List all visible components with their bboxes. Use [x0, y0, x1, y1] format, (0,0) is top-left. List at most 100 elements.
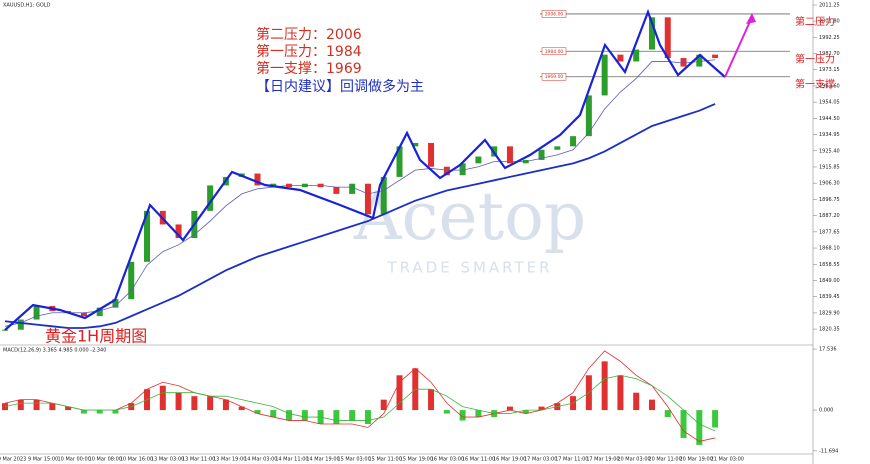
- histogram-bar: [617, 375, 624, 411]
- candle: [570, 136, 577, 147]
- y-tick-label: 1906.30: [819, 181, 840, 187]
- histogram-bar: [49, 403, 56, 411]
- annotation: 第一支撑：1969: [256, 60, 362, 77]
- candle: [443, 166, 450, 176]
- candle: [33, 305, 40, 320]
- x-tick-label: 15 Mar 03:00: [337, 457, 370, 463]
- candle: [2, 329, 8, 331]
- y-tick-label: 1887.20: [819, 213, 840, 219]
- candle: [633, 49, 640, 62]
- level-label: 第一压力: [795, 52, 835, 65]
- watermark: Acetop TRADE SMARTER: [353, 178, 586, 277]
- candle: [396, 146, 403, 177]
- candle: [554, 146, 561, 150]
- y-tick-label: 1820.35: [819, 327, 840, 333]
- level-label: 第一支撑: [795, 78, 835, 91]
- histogram-bar: [459, 410, 466, 421]
- y-tick-label: 1944.50: [819, 116, 840, 122]
- histogram-bar: [364, 410, 371, 425]
- x-tick-label: 17 Mar 19:00: [586, 457, 619, 463]
- candle: [601, 54, 608, 96]
- indicator-line: [4, 350, 716, 442]
- histogram-bar: [696, 410, 703, 445]
- moving-average: [4, 103, 716, 329]
- y-tick-label: 1896.75: [819, 197, 840, 203]
- histogram-bar: [112, 410, 119, 414]
- histogram-bar: [396, 375, 403, 411]
- histogram-bar: [380, 399, 387, 411]
- x-tick-label: 9 Mar 2023: [0, 457, 26, 463]
- candle: [207, 185, 214, 211]
- histogram-bar: [601, 361, 608, 411]
- y-tick-label: 17.536: [819, 347, 837, 353]
- candle: [128, 261, 135, 300]
- level-tag-box: [541, 47, 567, 56]
- candle: [349, 183, 356, 194]
- level-tag: 1984.00: [545, 49, 564, 55]
- level-tag-box: [541, 72, 567, 81]
- moving-average: [4, 59, 716, 327]
- histogram-bar: [648, 399, 655, 411]
- y-tick-label: 2011.25: [819, 3, 840, 9]
- histogram-bar: [522, 410, 529, 414]
- x-tick-label: 10 Mar 00:00: [58, 457, 91, 463]
- x-tick-label: 16 Mar 11:00: [462, 457, 495, 463]
- histogram-bar: [633, 392, 640, 411]
- y-tick-label: 1992.25: [819, 35, 840, 41]
- y-tick-label: 1858.55: [819, 262, 840, 268]
- y-tick-label: 1839.45: [819, 294, 840, 300]
- y-tick-label: 1849.00: [819, 278, 840, 284]
- watermark-text: TRADE SMARTER: [386, 259, 552, 277]
- candle: [175, 224, 182, 239]
- y-tick-label: -11.694: [819, 448, 838, 454]
- y-tick-label: 1868.10: [819, 246, 840, 252]
- level-label: 第二压力: [795, 15, 835, 28]
- candle: [475, 156, 482, 164]
- histogram-bar: [80, 410, 87, 414]
- candle: [585, 95, 592, 137]
- histogram-bar: [238, 406, 245, 411]
- x-tick-label: 17 Mar 11:00: [555, 457, 588, 463]
- arrow-head: [746, 13, 756, 24]
- x-tick-label: 14 Mar 11:00: [275, 457, 308, 463]
- candle: [254, 173, 261, 186]
- zigzag-line: [4, 8, 726, 331]
- histogram-bar: [207, 396, 214, 411]
- indicator-line: [4, 374, 716, 432]
- x-tick-label: 20 Mar 19:00: [680, 457, 713, 463]
- annotation: 【日内建议】回调做多为主: [256, 78, 424, 95]
- candle: [17, 319, 24, 330]
- y-tick-label: 1954.05: [819, 100, 840, 106]
- histogram-bar: [254, 410, 261, 414]
- symbol-label: XAUUSD,H1: GOLD: [3, 3, 51, 9]
- candle: [664, 17, 671, 59]
- x-tick-label: 20 Mar 03:00: [617, 457, 650, 463]
- x-tick-label: 13 Mar 19:00: [213, 457, 246, 463]
- x-tick-label: 9 Mar 15:00: [28, 457, 58, 463]
- x-tick-label: 16 Mar 03:00: [431, 457, 464, 463]
- candle: [112, 299, 119, 308]
- histogram-bar: [680, 410, 687, 438]
- x-tick-label: 17 Mar 03:00: [524, 457, 557, 463]
- histogram-bar: [506, 406, 513, 411]
- histogram-bar: [301, 410, 308, 421]
- x-tick-label: 13 Mar 11:00: [182, 457, 215, 463]
- histogram-bar: [349, 410, 356, 421]
- histogram-bar: [65, 406, 72, 411]
- histogram-bar: [191, 396, 198, 411]
- candle: [712, 54, 719, 59]
- y-tick-label: 1925.40: [819, 148, 840, 154]
- histogram-bar: [538, 406, 545, 411]
- watermark-text: Acetop: [353, 178, 586, 255]
- histogram-bar: [475, 410, 482, 418]
- histogram-bar: [96, 410, 103, 414]
- y-tick-label: 1934.95: [819, 132, 840, 138]
- histogram-bar: [270, 410, 277, 418]
- candle: [80, 312, 87, 317]
- histogram-bar: [664, 410, 671, 418]
- candle: [617, 54, 624, 62]
- y-tick-label: 0.000: [819, 408, 833, 414]
- annotation: 第一压力：1984: [256, 43, 362, 60]
- x-tick-label: 20 Mar 11:00: [648, 457, 681, 463]
- annotation: 第二压力：2006: [256, 26, 362, 43]
